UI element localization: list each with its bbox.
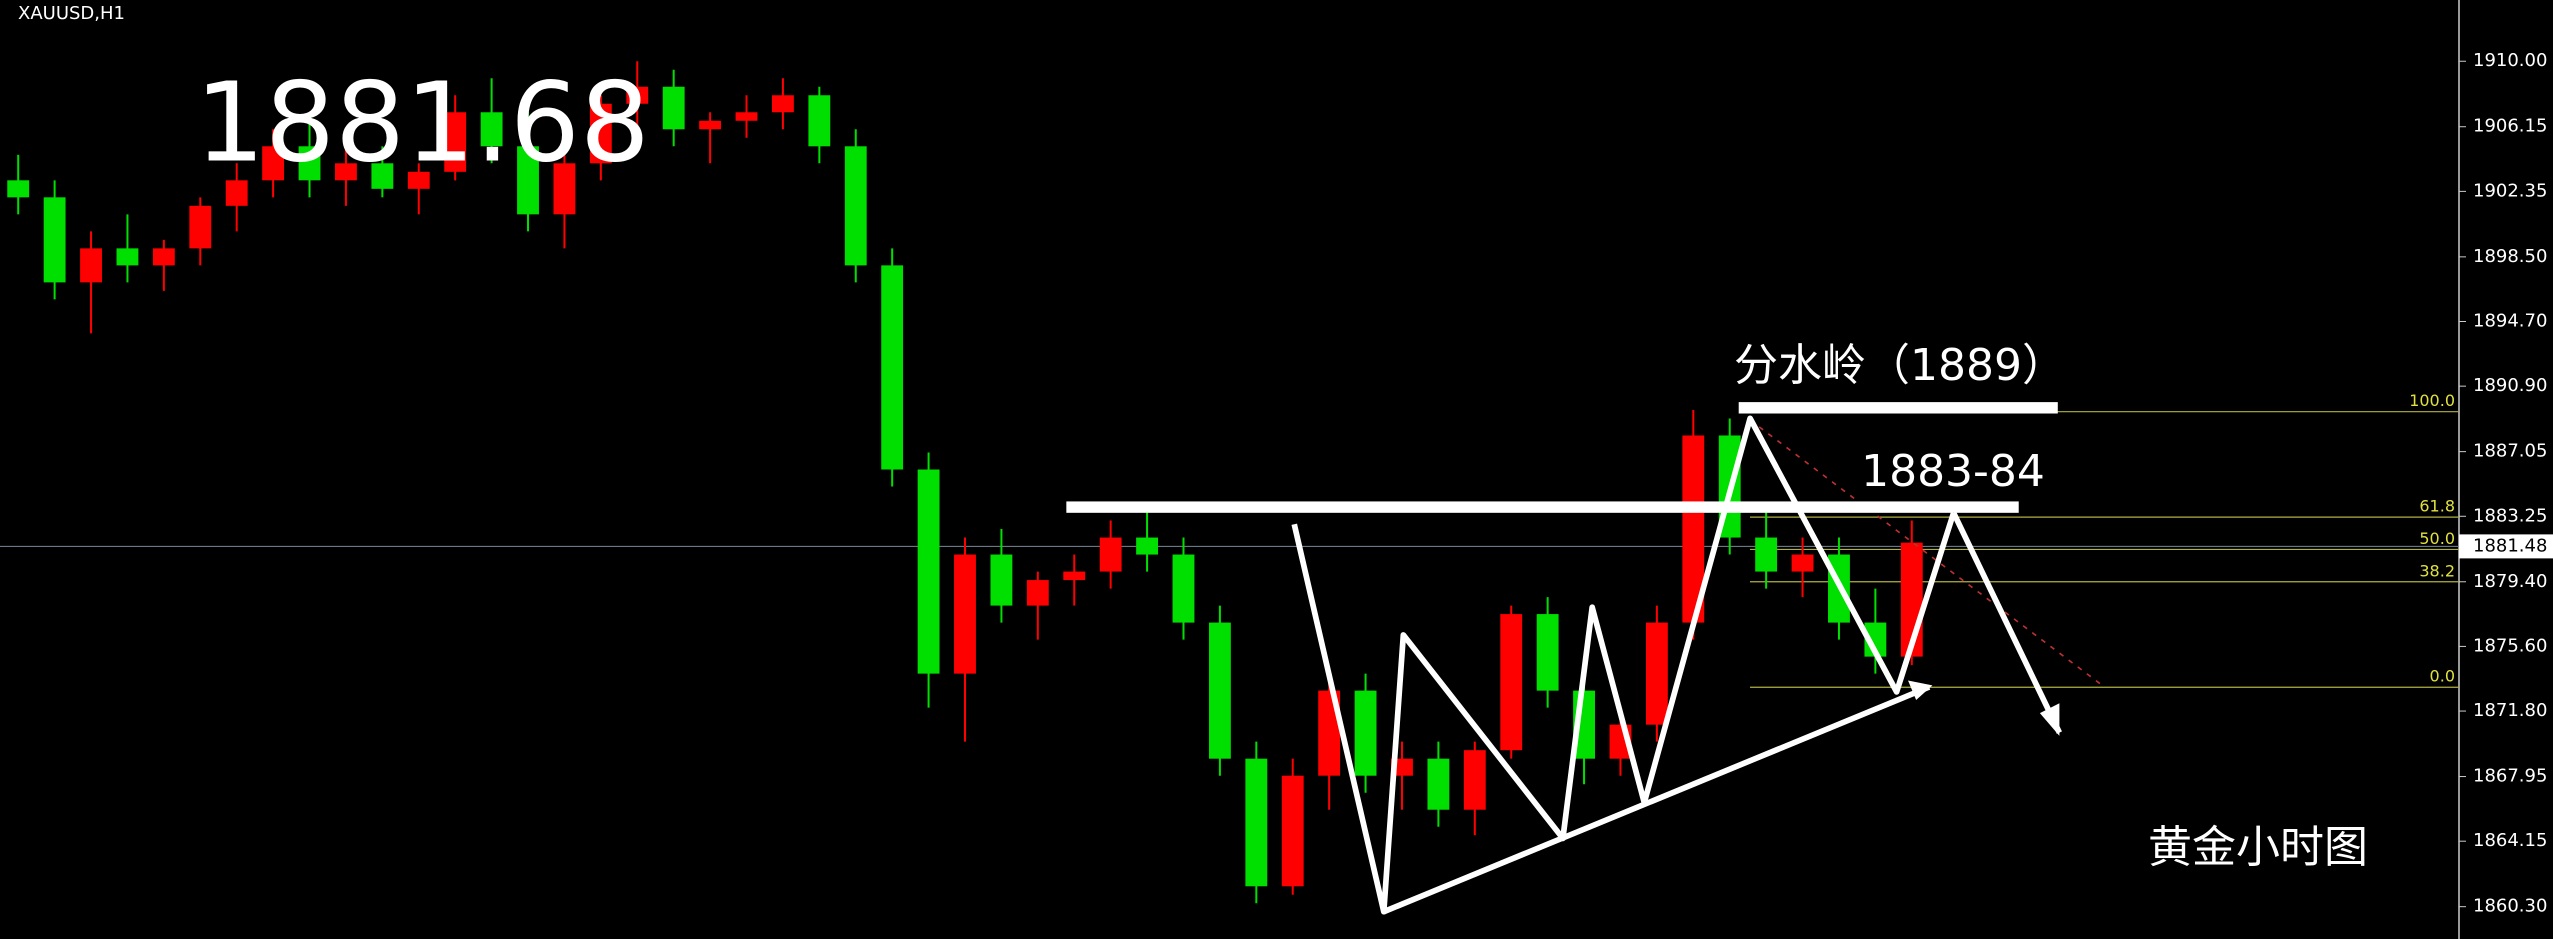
candle-body xyxy=(589,103,612,164)
candle-body xyxy=(7,180,30,198)
candle-body xyxy=(1463,750,1486,810)
candle-body xyxy=(480,112,503,147)
candle-body xyxy=(881,265,904,470)
candle-body xyxy=(298,146,321,181)
y-tick-label: 1902.35 xyxy=(2473,180,2547,201)
candle-body xyxy=(1208,622,1231,759)
candle-body xyxy=(1500,614,1523,751)
candle-body xyxy=(917,469,940,674)
candle-body xyxy=(225,180,248,206)
candle-body xyxy=(1536,614,1559,691)
fib-label: 0.0 xyxy=(2430,667,2455,686)
candle-body xyxy=(1172,554,1195,623)
candle-body xyxy=(990,554,1013,606)
y-tick-label: 1875.60 xyxy=(2473,635,2547,656)
y-tick-label: 1910.00 xyxy=(2473,50,2547,71)
arrow-head xyxy=(2039,703,2060,736)
candle-body xyxy=(116,248,139,266)
candle-body xyxy=(954,554,976,674)
y-tick-label: 1890.90 xyxy=(2473,375,2547,396)
candle-body xyxy=(808,95,831,147)
candle-body xyxy=(1645,622,1668,725)
candle-body xyxy=(152,248,175,266)
candle-body xyxy=(335,163,357,181)
candle-body xyxy=(1281,775,1304,887)
last-price-label: 1881.48 xyxy=(2473,535,2547,556)
y-tick-label: 1879.40 xyxy=(2473,571,2547,592)
candle-body xyxy=(553,163,576,215)
candle-body xyxy=(844,146,867,266)
watershed-bar xyxy=(1738,402,2058,414)
resistance-bar xyxy=(1066,501,2019,513)
fib-label: 100.0 xyxy=(2409,391,2455,410)
y-tick-label: 1864.15 xyxy=(2473,830,2547,851)
candle-body xyxy=(772,95,794,113)
y-tick-label: 1898.50 xyxy=(2473,246,2547,267)
candle-body xyxy=(735,112,758,121)
candle-body xyxy=(1063,571,1086,581)
candle-body xyxy=(1099,537,1122,572)
y-tick-label: 1894.70 xyxy=(2473,311,2547,332)
candle-body xyxy=(1318,690,1341,776)
fib-label: 50.0 xyxy=(2419,529,2455,548)
candle-body xyxy=(1427,758,1450,810)
zigzag-arrow xyxy=(1291,415,1957,915)
candle-body xyxy=(1245,758,1268,887)
candle-body xyxy=(43,197,66,283)
candle-body xyxy=(699,120,722,130)
annotation: 黄金小时图 xyxy=(2148,822,2368,873)
trend-line xyxy=(1749,419,2101,685)
candle-body xyxy=(517,146,539,215)
y-tick-label: 1867.95 xyxy=(2473,766,2547,787)
candle-body xyxy=(1864,622,1887,657)
arrow-head xyxy=(1908,680,1933,701)
candle-body xyxy=(1755,537,1778,572)
candle-body xyxy=(189,205,212,249)
forecast-arrow xyxy=(1951,511,2062,734)
candle-body xyxy=(407,171,430,189)
candle-body xyxy=(662,86,685,130)
candle-body xyxy=(1136,537,1158,555)
candle-body xyxy=(262,146,285,181)
candle-body xyxy=(1791,554,1814,572)
fib-label: 38.2 xyxy=(2419,561,2455,580)
y-tick-label: 1906.15 xyxy=(2473,116,2547,137)
candle-body xyxy=(1682,435,1705,623)
support-arrow xyxy=(1382,684,1931,915)
drawings xyxy=(1066,402,2101,915)
annotation: 分水岭（1889） xyxy=(1734,340,2066,391)
y-tick-label: 1860.30 xyxy=(2473,896,2547,917)
candle-body xyxy=(1026,580,1049,606)
candle-body xyxy=(371,163,394,189)
candle-body xyxy=(1354,690,1377,776)
fib-label: 61.8 xyxy=(2419,497,2455,516)
candle-body xyxy=(626,86,649,104)
symbol: XAUUSD,H1 xyxy=(18,3,125,24)
y-tick-label: 1883.25 xyxy=(2473,505,2547,526)
last-price-box xyxy=(2459,534,2553,559)
y-tick-label: 1887.05 xyxy=(2473,441,2547,462)
big-price: 1881.68 xyxy=(195,58,650,186)
y-tick-label: 1871.80 xyxy=(2473,700,2547,721)
candle-body xyxy=(80,248,102,283)
candle-body xyxy=(444,112,467,172)
annotation: 1883-84 xyxy=(1861,446,2045,497)
